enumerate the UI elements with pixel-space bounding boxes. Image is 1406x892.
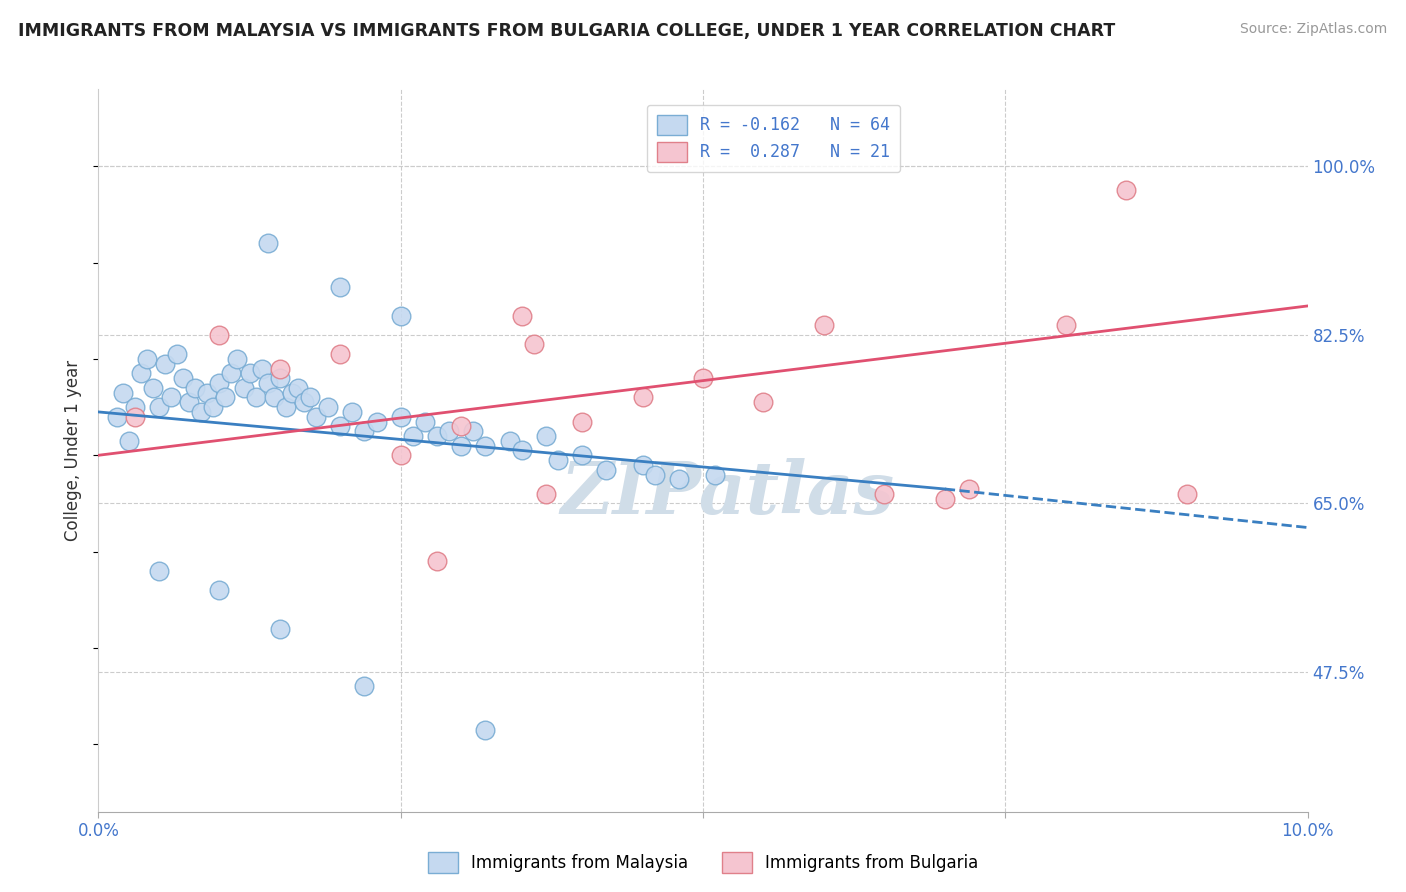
Point	[523, 337, 546, 351]
Point	[184, 381, 207, 395]
Point	[510, 443, 533, 458]
Point	[595, 463, 617, 477]
Point	[214, 391, 236, 405]
Point	[752, 395, 775, 409]
Point	[366, 415, 388, 429]
Point	[437, 424, 460, 438]
Point	[426, 429, 449, 443]
Text: ZIPatlas: ZIPatlas	[560, 458, 894, 529]
Point	[1115, 183, 1137, 197]
Point	[135, 351, 157, 366]
Point	[329, 419, 352, 434]
Point	[957, 482, 980, 496]
Point	[208, 327, 231, 342]
Point	[389, 409, 412, 424]
Point	[202, 400, 225, 414]
Point	[287, 381, 309, 395]
Point	[256, 236, 278, 251]
Point	[172, 371, 194, 385]
Point	[124, 400, 146, 414]
Point	[510, 309, 533, 323]
Point	[547, 453, 569, 467]
Point	[353, 424, 375, 438]
Point	[668, 472, 690, 486]
Point	[263, 391, 285, 405]
Point	[118, 434, 141, 448]
Point	[166, 347, 188, 361]
Point	[124, 409, 146, 424]
Point	[934, 491, 956, 506]
Point	[644, 467, 666, 482]
Point	[534, 487, 557, 501]
Point	[269, 371, 291, 385]
Text: IMMIGRANTS FROM MALAYSIA VS IMMIGRANTS FROM BULGARIA COLLEGE, UNDER 1 YEAR CORRE: IMMIGRANTS FROM MALAYSIA VS IMMIGRANTS F…	[18, 22, 1115, 40]
Point	[195, 385, 218, 400]
Point	[571, 415, 593, 429]
Point	[111, 385, 134, 400]
Point	[316, 400, 339, 414]
Point	[221, 367, 243, 381]
Point	[631, 458, 654, 472]
Point	[226, 351, 249, 366]
Point	[179, 395, 201, 409]
Point	[498, 434, 520, 448]
Point	[571, 448, 593, 462]
Point	[1054, 318, 1077, 333]
Point	[269, 361, 291, 376]
Point	[269, 622, 291, 636]
Point	[413, 415, 436, 429]
Point	[631, 391, 654, 405]
Legend: Immigrants from Malaysia, Immigrants from Bulgaria: Immigrants from Malaysia, Immigrants fro…	[422, 846, 984, 880]
Point	[342, 405, 364, 419]
Point	[160, 391, 183, 405]
Point	[474, 723, 496, 737]
Point	[208, 583, 231, 598]
Point	[299, 391, 322, 405]
Point	[813, 318, 835, 333]
Y-axis label: College, Under 1 year: College, Under 1 year	[65, 359, 83, 541]
Point	[329, 279, 352, 293]
Point	[190, 405, 212, 419]
Point	[105, 409, 128, 424]
Point	[353, 680, 375, 694]
Point	[305, 409, 328, 424]
Point	[148, 400, 170, 414]
Point	[274, 400, 297, 414]
Point	[281, 385, 304, 400]
Point	[148, 564, 170, 578]
Point	[1175, 487, 1198, 501]
Point	[153, 357, 176, 371]
Point	[474, 439, 496, 453]
Point	[873, 487, 896, 501]
Point	[232, 381, 254, 395]
Point	[450, 419, 472, 434]
Point	[208, 376, 231, 390]
Point	[389, 448, 412, 462]
Point	[426, 554, 449, 568]
Point	[704, 467, 727, 482]
Point	[250, 361, 273, 376]
Point	[450, 439, 472, 453]
Point	[534, 429, 557, 443]
Point	[292, 395, 315, 409]
Point	[129, 367, 152, 381]
Point	[142, 381, 165, 395]
Point	[239, 367, 262, 381]
Point	[389, 309, 412, 323]
Point	[692, 371, 714, 385]
Text: Source: ZipAtlas.com: Source: ZipAtlas.com	[1240, 22, 1388, 37]
Legend: R = -0.162   N = 64, R =  0.287   N = 21: R = -0.162 N = 64, R = 0.287 N = 21	[647, 104, 900, 172]
Point	[256, 376, 278, 390]
Point	[402, 429, 425, 443]
Point	[463, 424, 485, 438]
Point	[245, 391, 267, 405]
Point	[329, 347, 352, 361]
